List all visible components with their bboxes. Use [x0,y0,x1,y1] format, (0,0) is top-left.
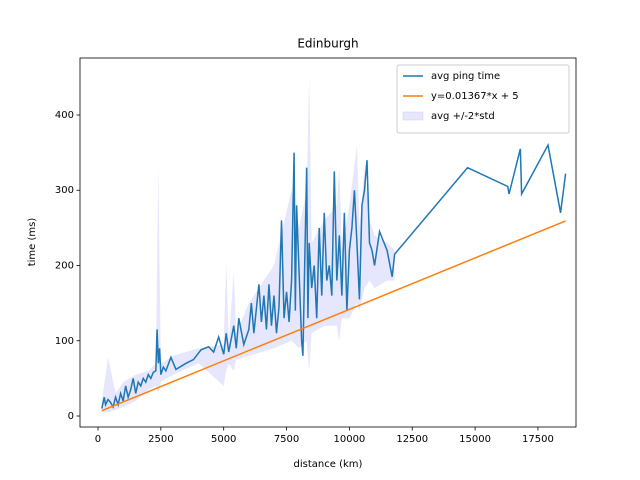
x-tick-label: 2500 [148,434,173,445]
y-tick-label: 300 [55,185,74,196]
legend-swatch [402,111,424,121]
y-tick-label: 100 [55,336,74,347]
legend-label: y=0.01367*x + 5 [431,91,519,102]
x-tick-label: 15000 [459,434,491,445]
x-tick-label: 10000 [333,434,365,445]
series-line [101,220,566,412]
legend-label: avg ping time [431,71,500,82]
x-tick-label: 12500 [396,434,428,445]
x-tick-label: 7500 [274,434,299,445]
y-tick-label: 400 [55,110,74,121]
y-tick-label: 200 [55,260,74,271]
x-tick-label: 0 [95,434,101,445]
x-tick-label: 17500 [522,434,554,445]
axes-frame [79,57,577,428]
legend-label: avg +/-2*std [431,111,495,122]
chart-title: Edinburgh [297,37,358,51]
series-line [101,142,567,409]
y-axis-label: time (ms) [27,218,38,267]
legend-box [396,64,570,134]
y-tick-label: 0 [68,411,74,422]
x-axis-label: distance (km) [294,459,363,470]
x-tick-label: 5000 [211,434,236,445]
